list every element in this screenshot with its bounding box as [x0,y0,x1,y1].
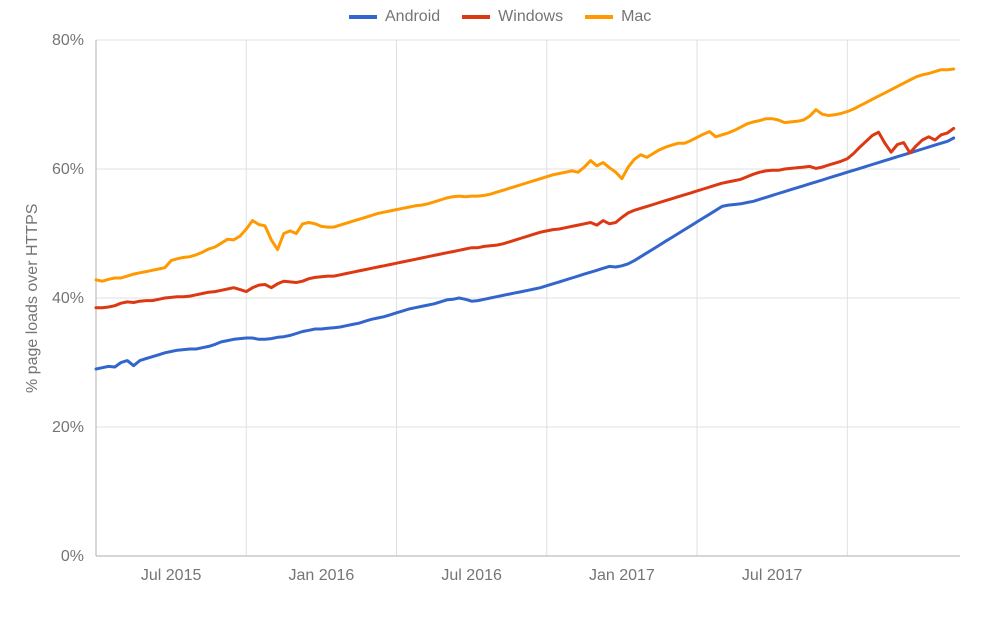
legend-label: Android [385,8,440,26]
legend-swatch [462,15,490,19]
x-tick-label: Jan 2017 [589,567,655,584]
legend-item: Windows [462,8,563,26]
x-tick-label: Jul 2015 [141,567,202,584]
chart-svg: 0% 20% 40% 60% 80% Jul 2015 Jan 2016 Jul 2016 Ja… [0,0,1000,618]
legend-swatch [349,15,377,19]
series-mac [96,69,954,281]
series-windows [96,128,954,307]
y-axis-title: % page loads over HTTPS [24,203,42,392]
legend-label: Mac [621,8,651,26]
legend-item: Mac [585,8,651,26]
legend-label: Windows [498,8,563,26]
y-tick-label: 80% [52,32,84,49]
series-android [96,138,954,369]
y-tick-label: 60% [52,161,84,178]
legend-swatch [585,15,613,19]
x-tick-label: Jan 2016 [288,567,354,584]
x-tick-label: Jul 2017 [742,567,803,584]
x-tick-label: Jul 2016 [441,567,502,584]
y-tick-label: 20% [52,419,84,436]
y-tick-label: 40% [52,290,84,307]
y-tick-label: 0% [61,548,84,565]
legend: Android Windows Mac [349,8,651,26]
chart: 0% 20% 40% 60% 80% Jul 2015 Jan 2016 Jul 2016 Ja… [0,0,1000,618]
legend-item: Android [349,8,440,26]
